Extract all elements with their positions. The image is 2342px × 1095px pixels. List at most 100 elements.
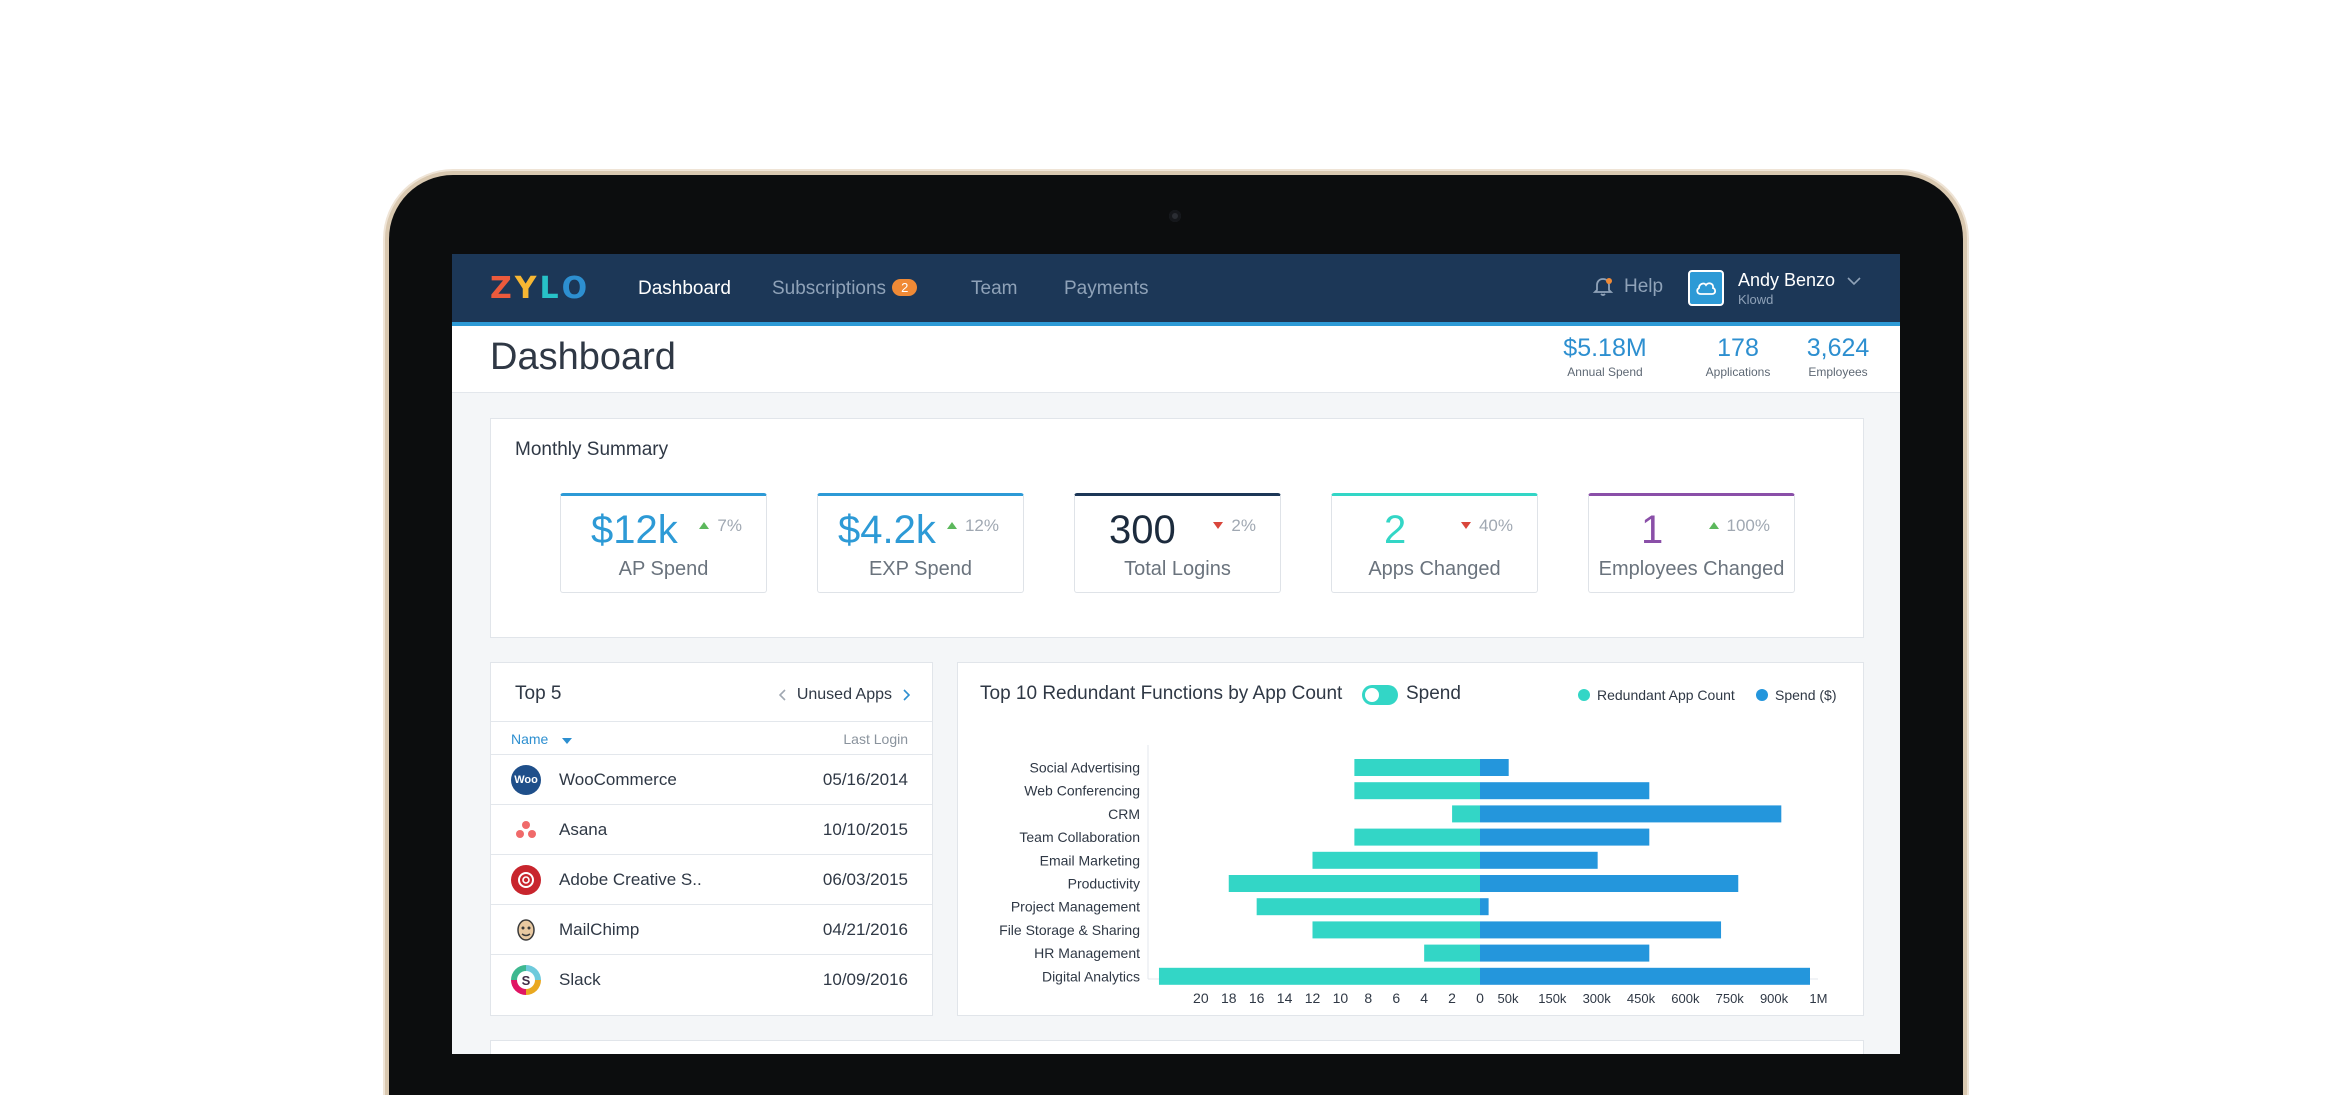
help-link[interactable]: Help: [1592, 276, 1663, 298]
x-tick-label: 20: [1193, 990, 1209, 1006]
x-tick-label: 14: [1277, 990, 1293, 1006]
table-row[interactable]: S Slack 10/09/2016: [491, 955, 932, 1005]
trend-up-icon: [1708, 522, 1719, 529]
category-label: CRM: [1108, 806, 1140, 822]
chevron-left-icon[interactable]: [778, 689, 787, 701]
x-tick-label: 600k: [1671, 991, 1700, 1006]
category-label: Productivity: [1068, 876, 1140, 892]
webcam: [1169, 210, 1181, 222]
kpi-trend-value: 2%: [1231, 516, 1256, 535]
last-login: 05/16/2014: [822, 770, 908, 789]
kpi-value: $12k: [591, 508, 678, 552]
logo-letter: L: [539, 271, 559, 306]
monthly-summary-card: Monthly Summary $12k 7% AP Spend $4.2k 1…: [490, 418, 1864, 638]
category-label: HR Management: [1034, 945, 1140, 961]
adobe-icon: [511, 865, 541, 895]
x-tick-label: 0: [1476, 990, 1484, 1006]
redundant-functions-card: Top 10 Redundant Functions by App Count …: [957, 662, 1864, 1016]
bell-icon: [1592, 278, 1614, 296]
app-name: Slack: [559, 970, 601, 989]
x-tick-label: 10: [1333, 990, 1349, 1006]
slack-icon: S: [511, 965, 541, 995]
x-tick-label: 450k: [1627, 991, 1656, 1006]
column-name[interactable]: Name: [511, 731, 573, 747]
bar-app-count: [1158, 967, 1480, 985]
table-row[interactable]: MailChimp 04/21/2016: [491, 905, 932, 955]
top5-card: Top 5 Unused Apps Name Last Login Woo Wo…: [490, 662, 933, 1016]
nav-dashboard[interactable]: Dashboard: [638, 278, 731, 300]
zylo-logo[interactable]: Z Y L O: [490, 274, 587, 304]
account-avatar[interactable]: [1688, 270, 1724, 306]
nav-payments[interactable]: Payments: [1064, 278, 1148, 300]
trend-down-icon: [1460, 522, 1471, 529]
stat-label: Applications: [1705, 365, 1771, 379]
spend-toggle[interactable]: [1362, 685, 1398, 705]
toggle-label: Spend: [1406, 683, 1461, 704]
kpi-trend-value: 7%: [717, 516, 742, 535]
category-label: Social Advertising: [1029, 760, 1140, 776]
kpi-label: AP Spend: [618, 558, 709, 580]
table-row[interactable]: Asana 10/10/2015: [491, 805, 932, 855]
legend-swatch: [1756, 689, 1768, 701]
woocommerce-icon: Woo: [511, 765, 541, 795]
x-tick-label: 900k: [1760, 991, 1789, 1006]
bar-app-count: [1256, 898, 1480, 916]
kpi-apps-changed[interactable]: 2 40% Apps Changed: [1331, 493, 1538, 593]
bar-app-count: [1452, 805, 1480, 823]
bar-app-count: [1354, 828, 1480, 846]
sort-down-icon[interactable]: [562, 738, 573, 744]
category-label: Digital Analytics: [1042, 968, 1140, 984]
bar-spend: [1480, 851, 1598, 869]
bar-app-count: [1354, 759, 1480, 776]
last-login: 04/21/2016: [822, 920, 908, 939]
kpi-total-logins[interactable]: 300 2% Total Logins: [1074, 493, 1281, 593]
kpi-trend-value: 12%: [964, 516, 999, 535]
kpi-exp-spend[interactable]: $4.2k 12% EXP Spend: [817, 493, 1024, 593]
kpi-trend: 12%: [946, 516, 999, 536]
last-login: 10/09/2016: [822, 970, 908, 989]
kpi-employees-changed[interactable]: 1 100% Employees Changed: [1588, 493, 1795, 593]
app-name: Adobe Creative S..: [559, 870, 702, 889]
bar-app-count: [1354, 782, 1480, 800]
help-label: Help: [1624, 276, 1664, 297]
bar-spend: [1480, 967, 1810, 985]
last-login: 10/10/2015: [822, 820, 908, 839]
kpi-trend: 2%: [1213, 516, 1256, 536]
kpi-trend: 40%: [1460, 516, 1513, 536]
nav-team[interactable]: Team: [971, 278, 1017, 300]
asana-icon: [511, 815, 541, 845]
bar-spend: [1480, 898, 1489, 916]
stat-value: 3,624: [1806, 334, 1870, 362]
nav-label: Team: [971, 278, 1018, 299]
top-nav: Z Y L O Dashboard Subscriptions 2 Team Pa…: [452, 254, 1900, 326]
nav-label: Subscriptions: [772, 278, 887, 299]
user-name[interactable]: Andy Benzo: [1738, 270, 1836, 290]
column-last-login[interactable]: Last Login: [843, 731, 908, 747]
mailchimp-icon: [511, 915, 541, 945]
top5-selector[interactable]: Unused Apps: [778, 686, 910, 704]
nav-subscriptions[interactable]: Subscriptions 2: [772, 278, 918, 300]
chevron-down-icon[interactable]: [1846, 276, 1862, 286]
table-row[interactable]: Woo WooCommerce 05/16/2014: [491, 755, 932, 805]
bar-spend: [1480, 805, 1782, 823]
redundant-bar-chart: Social Advertising Web Conferencing CRM Tea…: [999, 745, 1827, 1006]
category-label: Project Management: [1011, 899, 1140, 915]
x-tick-label: 50k: [1498, 991, 1519, 1006]
kpi-trend: 7%: [699, 516, 742, 536]
top5-table-header: Name Last Login: [491, 721, 932, 755]
kpi-value: 2: [1384, 508, 1407, 552]
slack-icon-letter: S: [517, 971, 535, 989]
kpi-label: Employees Changed: [1598, 558, 1785, 580]
bar-spend: [1480, 782, 1650, 800]
chevron-right-icon[interactable]: [902, 689, 910, 701]
page-title: Dashboard: [490, 336, 676, 378]
category-label: Email Marketing: [1040, 852, 1140, 868]
bar-spend: [1480, 759, 1509, 776]
table-row[interactable]: Adobe Creative S.. 06/03/2015: [491, 855, 932, 905]
kpi-ap-spend[interactable]: $12k 7% AP Spend: [560, 493, 767, 593]
kpi-value: 1: [1641, 508, 1664, 552]
kpi-trend: 100%: [1708, 516, 1770, 536]
x-tick-label: 12: [1305, 990, 1321, 1006]
stat-value: 178: [1717, 334, 1759, 362]
chart-title: Top 10 Redundant Functions by App Count: [980, 683, 1343, 704]
